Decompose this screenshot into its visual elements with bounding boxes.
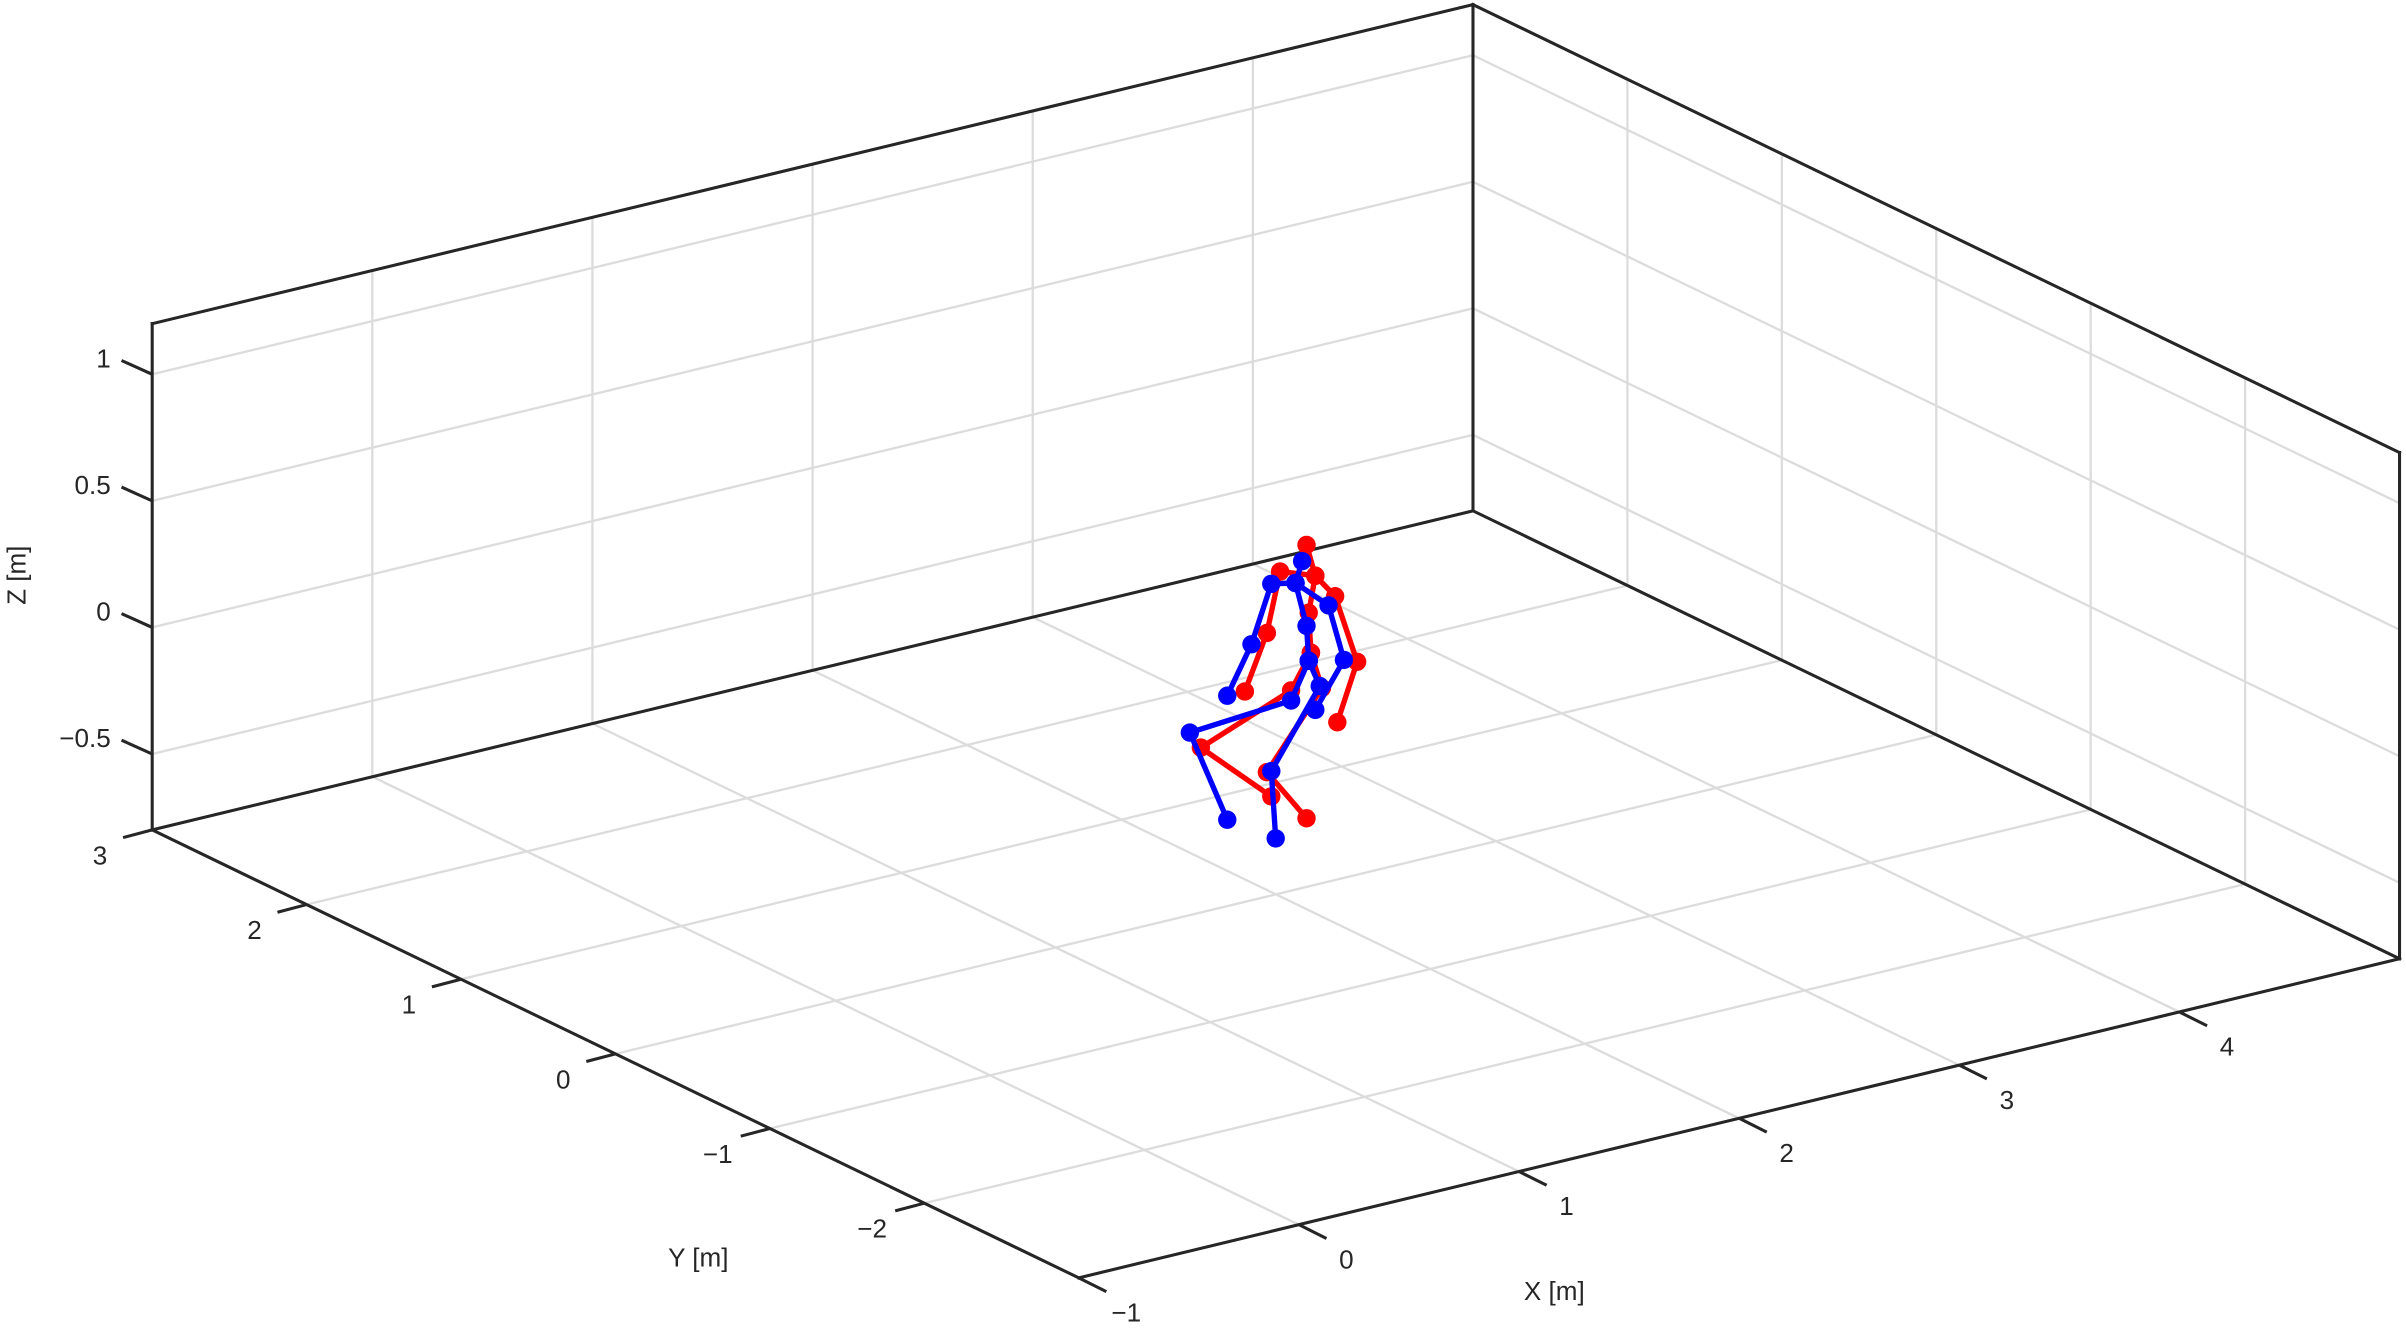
y-tick	[277, 903, 308, 914]
z-tick	[120, 738, 153, 756]
x-tick-label: −1	[1111, 1298, 1141, 1328]
joint-marker	[1266, 829, 1285, 848]
y-tick-label: 1	[402, 990, 416, 1020]
skeleton-line	[1187, 560, 1347, 839]
grid-line	[769, 808, 2091, 1130]
grid-line	[306, 584, 1628, 906]
joint-marker	[1334, 650, 1354, 670]
joint-marker	[1262, 761, 1281, 781]
joint-marker	[1286, 573, 1305, 593]
y-tick-label: −1	[703, 1139, 733, 1169]
joint-marker	[1257, 623, 1277, 643]
joint-marker	[1299, 651, 1318, 671]
grid-line	[615, 733, 1937, 1055]
y-tick	[894, 1201, 925, 1213]
z-tick	[120, 612, 153, 629]
grid-line	[151, 433, 1474, 756]
z-axis-label: Z [m]	[2, 546, 32, 605]
grid-line	[1472, 433, 2401, 884]
x-tick-label: 3	[2000, 1085, 2015, 1115]
joint-marker	[1297, 809, 1316, 828]
x-axis-label: X [m]	[1524, 1276, 1585, 1306]
z-tick	[120, 485, 153, 503]
grid-line	[151, 180, 1474, 502]
grid-line	[1472, 54, 2401, 505]
joint-marker	[1292, 551, 1312, 571]
x-tick	[1078, 1276, 1108, 1294]
grid-line	[1472, 307, 2401, 758]
grid-line	[151, 307, 1474, 629]
joint-marker	[1235, 682, 1255, 701]
grid-line	[460, 659, 1783, 981]
joint-marker	[1319, 596, 1338, 615]
grid-line	[1472, 180, 2401, 631]
y-tick-label: 0	[556, 1064, 571, 1094]
z-tick-label: 0.5	[75, 470, 111, 500]
y-tick	[740, 1127, 771, 1138]
joint-marker	[1328, 713, 1347, 732]
joint-marker	[1297, 616, 1316, 636]
box-edge	[1470, 508, 2402, 961]
x-tick	[2178, 1010, 2208, 1028]
joint-marker	[1218, 686, 1237, 705]
joint-marker	[1281, 691, 1301, 710]
joint-marker	[1262, 574, 1281, 594]
y-tick	[585, 1052, 616, 1064]
grid-line	[151, 54, 1474, 376]
z-tick	[120, 359, 153, 376]
y-axis-label: Y [m]	[668, 1242, 728, 1272]
x-tick	[1518, 1170, 1548, 1187]
x-tick-label: 4	[2220, 1032, 2235, 1062]
y-tick-label: −2	[857, 1214, 887, 1244]
joint-marker	[1310, 676, 1329, 696]
y-tick-label: 3	[93, 840, 108, 870]
y-tick-label: 2	[247, 915, 262, 945]
joint-marker	[1306, 700, 1325, 720]
z-tick-label: 1	[96, 343, 111, 373]
box-edge	[150, 508, 1475, 832]
x-tick-label: 1	[1559, 1191, 1574, 1221]
y-tick	[431, 977, 462, 989]
z-tick-label: 0	[96, 597, 111, 627]
x-tick	[1958, 1063, 1988, 1081]
grid-line	[924, 882, 2246, 1205]
x-tick-label: 2	[1779, 1138, 1794, 1168]
joint-marker	[1242, 635, 1261, 654]
joint-marker	[1218, 810, 1237, 829]
box-edge	[1470, 2, 2402, 455]
x-tick-label: 0	[1339, 1244, 1354, 1274]
joint-marker	[1180, 723, 1200, 742]
x-tick	[1298, 1223, 1328, 1240]
y-tick	[122, 828, 153, 840]
joint-marker	[1306, 566, 1325, 585]
z-tick-label: −0.5	[59, 723, 110, 753]
joint-marker	[1297, 535, 1316, 555]
box-edge	[150, 2, 1475, 326]
x-tick	[1738, 1116, 1768, 1134]
